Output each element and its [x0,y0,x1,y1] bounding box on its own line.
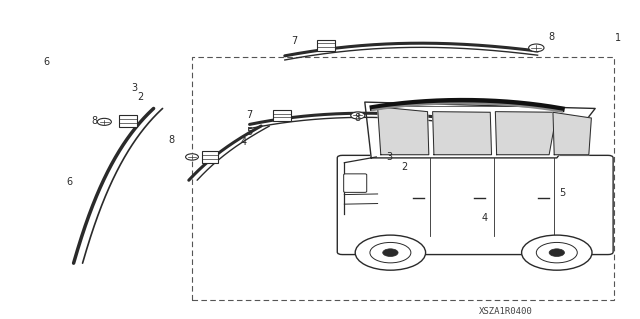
Text: 7: 7 [246,110,253,120]
Text: 8: 8 [92,116,98,126]
Circle shape [370,242,411,263]
Bar [202,151,218,163]
Text: 2: 2 [401,161,408,172]
Polygon shape [553,112,591,155]
Text: 3: 3 [386,152,392,162]
Text: 5: 5 [559,188,565,198]
Bar [273,110,291,121]
Circle shape [97,118,111,125]
Text: 8: 8 [354,113,360,123]
Text: 8: 8 [548,32,555,42]
Text: 5: 5 [246,127,253,137]
Text: 6: 6 [43,57,49,67]
Circle shape [186,154,198,160]
Circle shape [522,235,592,270]
Circle shape [549,249,564,256]
Bar [119,115,137,127]
FancyBboxPatch shape [337,155,613,255]
Polygon shape [365,102,595,158]
Polygon shape [378,107,429,155]
Circle shape [383,249,398,256]
Bar [192,57,614,300]
Text: 2: 2 [138,92,144,102]
Text: 6: 6 [66,177,72,187]
Bar [317,40,335,51]
Circle shape [351,112,365,119]
FancyBboxPatch shape [344,174,367,192]
Circle shape [536,242,577,263]
Polygon shape [433,112,492,155]
Text: 4: 4 [482,212,488,223]
Polygon shape [495,112,557,155]
Text: 1: 1 [614,33,621,43]
Circle shape [355,235,426,270]
Text: 7: 7 [291,36,298,47]
Circle shape [529,44,544,52]
Text: 3: 3 [131,83,138,93]
Text: 4: 4 [240,137,246,147]
Text: 8: 8 [168,135,175,145]
Text: XSZA1R0400: XSZA1R0400 [479,307,532,315]
